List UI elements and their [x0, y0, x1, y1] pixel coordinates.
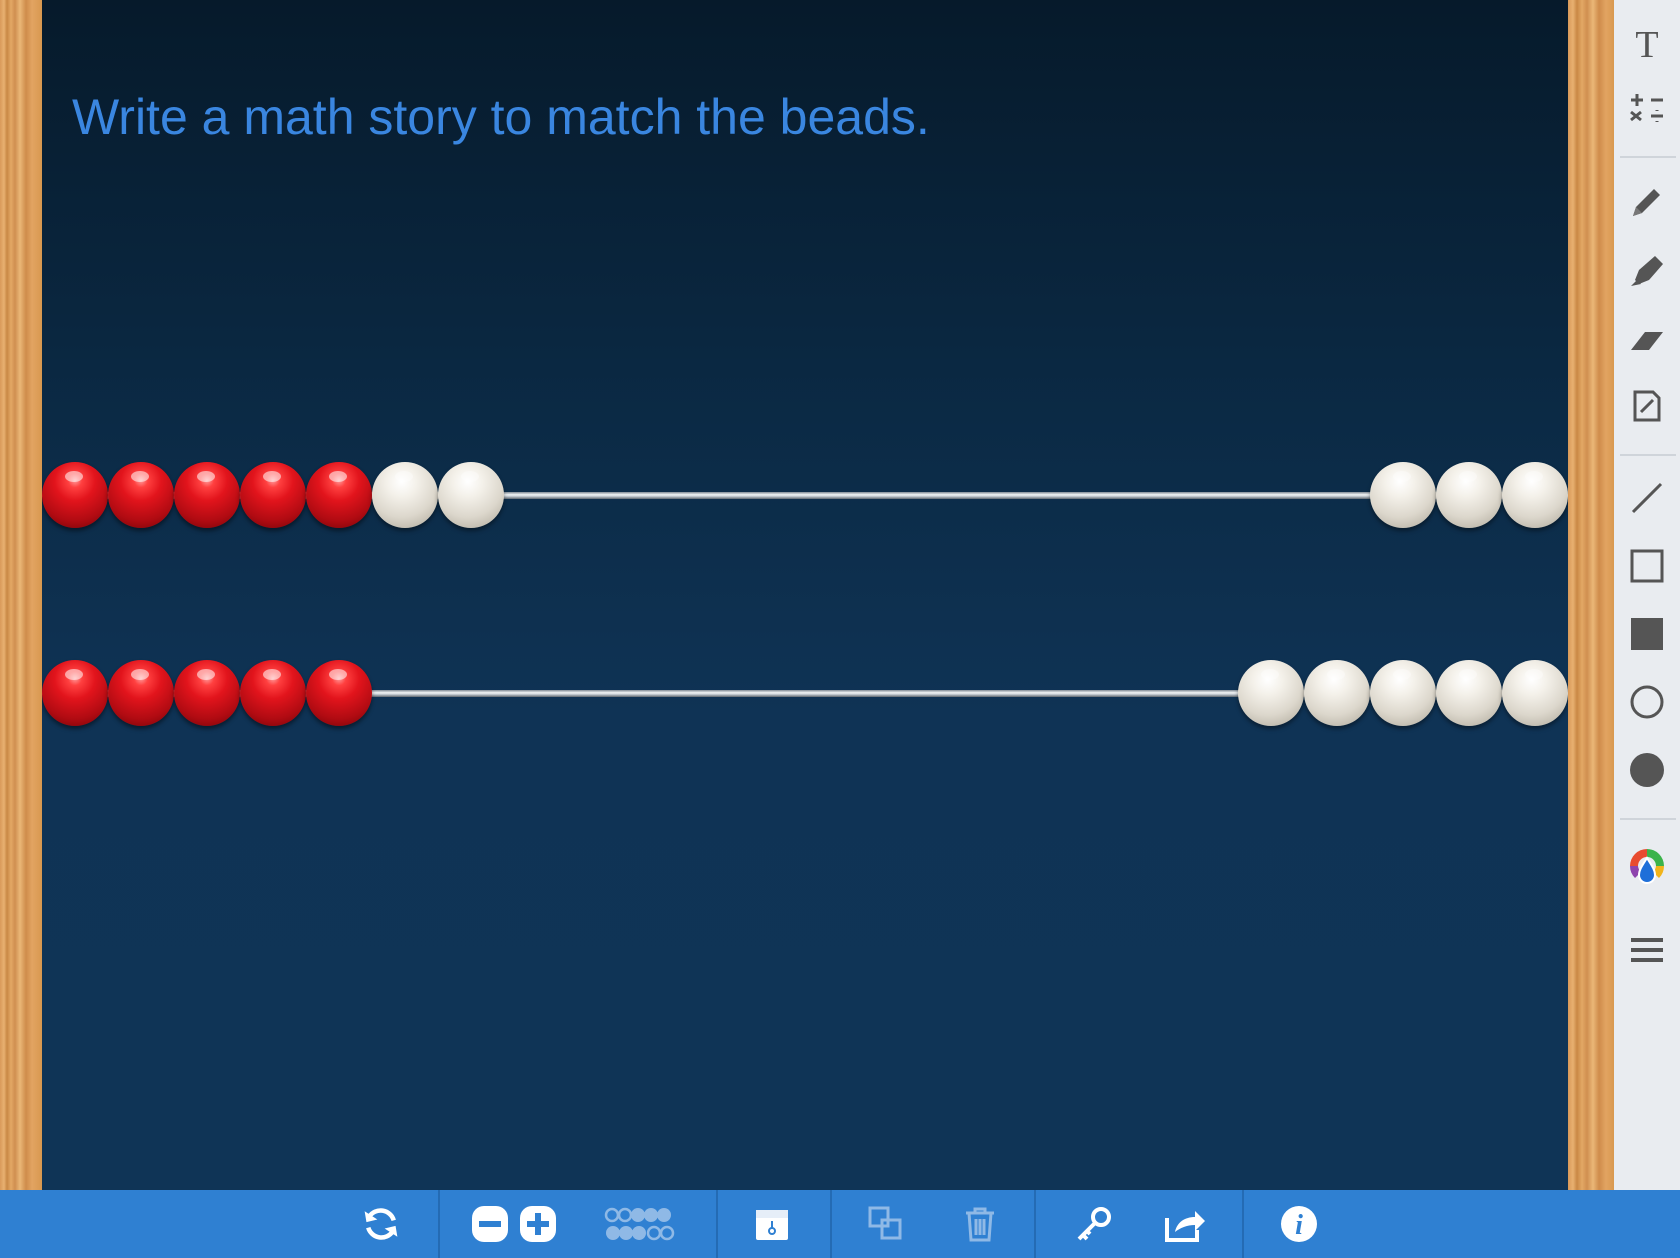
bead-white-left-1[interactable]: [372, 462, 438, 528]
rectangle-icon[interactable]: [1614, 536, 1680, 596]
color-palette-icon[interactable]: [1614, 836, 1680, 896]
bead-white-right-3[interactable]: [1502, 462, 1568, 528]
bead-red-left-2[interactable]: [108, 660, 174, 726]
frame-left-wood: [0, 0, 42, 1190]
bead-red-left-4[interactable]: [240, 660, 306, 726]
circle-icon[interactable]: [1614, 672, 1680, 732]
text-tool-icon[interactable]: T: [1614, 14, 1680, 74]
toolbar-divider: [1620, 818, 1676, 820]
pencil-icon[interactable]: [1614, 172, 1680, 232]
bead-white-right-1[interactable]: [1238, 660, 1304, 726]
key-icon[interactable]: [1074, 1190, 1114, 1258]
reset-icon[interactable]: [352, 1190, 410, 1258]
bead-red-left-2[interactable]: [108, 462, 174, 528]
rod-row-2: [42, 690, 1568, 697]
marker-icon[interactable]: [1614, 240, 1680, 300]
bead-red-left-1[interactable]: [42, 462, 108, 528]
info-label: i: [1295, 1210, 1303, 1241]
toolbar-divider: [1242, 1190, 1244, 1258]
bead-count-icon[interactable]: [604, 1190, 676, 1258]
filled-rectangle-icon[interactable]: [1614, 604, 1680, 664]
bead-red-left-5[interactable]: [306, 462, 372, 528]
bead-white-right-5[interactable]: [1502, 660, 1568, 726]
bottom-toolbar: i: [0, 1190, 1680, 1258]
bead-red-left-4[interactable]: [240, 462, 306, 528]
toolbar-divider: [438, 1190, 440, 1258]
toolbar-divider: [1034, 1190, 1036, 1258]
line-icon[interactable]: [1614, 468, 1680, 528]
bead-white-right-2[interactable]: [1436, 462, 1502, 528]
toolbar-divider: [1620, 454, 1676, 456]
bead-red-left-3[interactable]: [174, 660, 240, 726]
menu-icon[interactable]: [1614, 920, 1680, 980]
rod-row-1: [42, 492, 1568, 499]
prompt-text[interactable]: Write a math story to match the beads.: [72, 89, 930, 145]
bead-white-left-2[interactable]: [438, 462, 504, 528]
bead-white-right-3[interactable]: [1370, 660, 1436, 726]
toolbar-divider: [830, 1190, 832, 1258]
svg-text:T: T: [1635, 24, 1658, 64]
trash-icon[interactable]: [960, 1190, 1000, 1258]
eraser-icon[interactable]: [1614, 308, 1680, 368]
bead-white-right-1[interactable]: [1370, 462, 1436, 528]
remove-row-icon[interactable]: [470, 1190, 510, 1258]
add-row-icon[interactable]: [518, 1190, 558, 1258]
math-symbols-icon[interactable]: [1614, 80, 1680, 140]
bead-white-right-4[interactable]: [1436, 660, 1502, 726]
filled-circle-icon[interactable]: [1614, 740, 1680, 800]
bead-white-right-2[interactable]: [1304, 660, 1370, 726]
duplicate-icon[interactable]: [866, 1190, 906, 1258]
drawing-toolbar: T: [1614, 0, 1680, 1190]
note-icon[interactable]: [1614, 376, 1680, 436]
share-icon[interactable]: [1162, 1190, 1208, 1258]
info-icon[interactable]: i: [1279, 1190, 1319, 1258]
bead-board: Write a math story to match the beads.: [42, 0, 1568, 1190]
toolbar-divider: [716, 1190, 718, 1258]
frame-right-wood: [1568, 0, 1614, 1190]
bead-red-left-5[interactable]: [306, 660, 372, 726]
toolbar-divider: [1620, 156, 1676, 158]
bead-red-left-1[interactable]: [42, 660, 108, 726]
cover-icon[interactable]: [752, 1190, 792, 1258]
bead-red-left-3[interactable]: [174, 462, 240, 528]
